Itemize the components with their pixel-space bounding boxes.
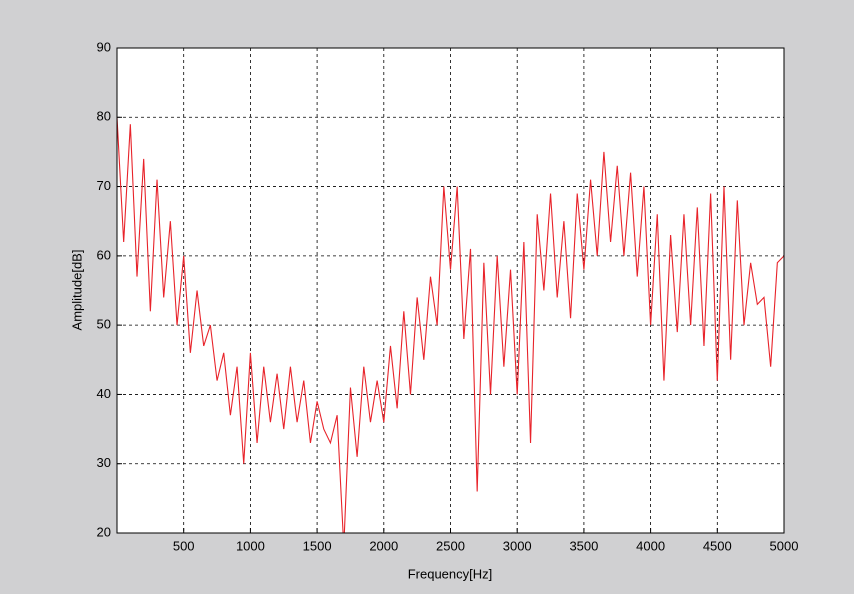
y-tick-label: 60 xyxy=(97,247,111,262)
x-tick-label: 3000 xyxy=(503,538,532,553)
x-tick-label: 3500 xyxy=(569,538,598,553)
x-tick-label: 1500 xyxy=(303,538,332,553)
y-tick-label: 70 xyxy=(97,178,111,193)
y-tick-label: 20 xyxy=(97,524,111,539)
x-tick-label: 5000 xyxy=(770,538,799,553)
tick-labels: 20 30 40 50 60 70 80 90 500 1000 1500 2000 2500 3000 3… xyxy=(97,39,799,553)
y-tick-label: 50 xyxy=(97,317,111,332)
y-tick-label: 40 xyxy=(97,386,111,401)
x-tick-label: 2500 xyxy=(436,538,465,553)
y-tick-label: 90 xyxy=(97,39,111,54)
x-tick-label: 1000 xyxy=(236,538,265,553)
y-axis-label: Amplitude[dB] xyxy=(69,250,84,331)
x-tick-label: 4500 xyxy=(703,538,732,553)
data-line xyxy=(117,117,784,533)
y-tick-label: 30 xyxy=(97,455,111,470)
x-tick-label: 2000 xyxy=(369,538,398,553)
plot-lines xyxy=(117,117,784,533)
y-tick-label: 80 xyxy=(97,109,111,124)
axes-box xyxy=(116,47,785,534)
x-tick-label: 4000 xyxy=(636,538,665,553)
x-tick-label: 500 xyxy=(173,538,195,553)
x-axis-label: Frequency[Hz] xyxy=(408,566,493,581)
